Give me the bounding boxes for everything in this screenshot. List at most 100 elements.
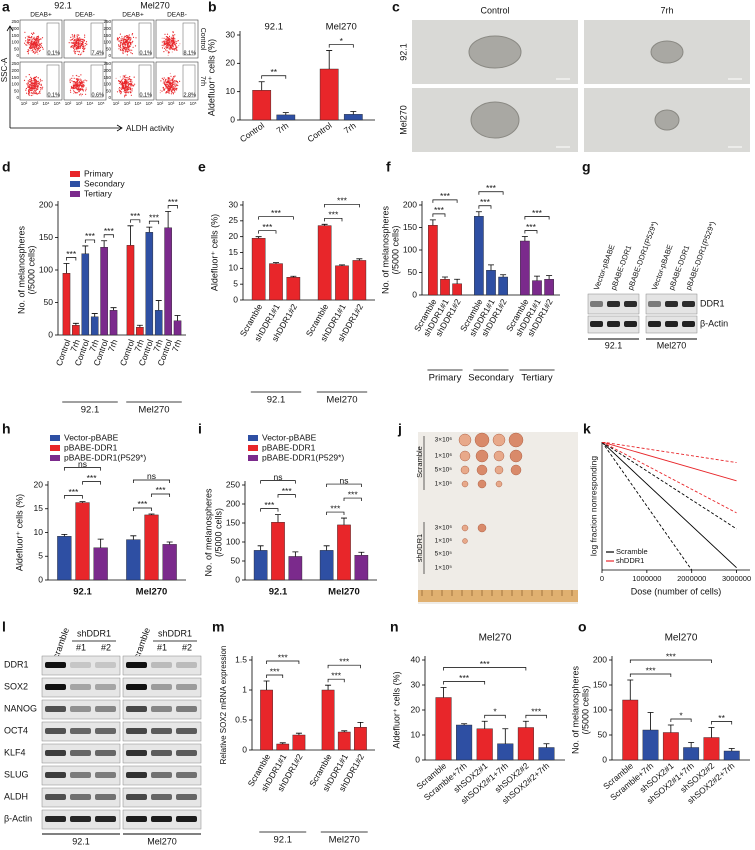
event-dot [76,39,78,41]
fit-line [602,442,737,482]
event-dot [129,44,131,46]
x-tick-label: Control [238,120,266,144]
error-bar [258,81,265,91]
event-dot [119,80,121,83]
event-dot [127,45,129,47]
event-dot [175,88,177,91]
event-dot [165,39,167,41]
event-dot [26,50,28,53]
panel-letter: e [198,159,206,175]
error-bar [82,245,89,254]
error-bar [341,517,347,525]
event-dot [81,52,83,54]
event-dot [73,43,75,45]
event-dot [175,83,177,85]
y-tick-label: 150 [403,222,417,232]
y-tick-label: 0 [48,329,53,339]
band [126,684,147,690]
x-tick-label: 10⁵ [98,101,105,106]
x-tick-label: 10⁵ [190,101,197,106]
event-dot [122,52,124,55]
event-dot [169,72,171,75]
event-dot [29,87,31,89]
event-dot [78,94,81,96]
event-dot [124,96,126,98]
event-dot [161,90,163,92]
bar [435,697,452,761]
significance: *** [532,208,543,218]
error-bar [475,211,482,217]
x-tick-label: 10² [65,101,72,106]
event-dot [163,43,165,45]
x-tick-label: 10² [21,101,28,106]
event-dot [38,92,40,94]
event-dot [165,38,167,40]
group-label: Mel270 [138,405,169,416]
tumor [461,480,469,488]
event-dot [172,82,174,84]
y-tick-label: 100 [103,40,111,45]
event-dot [80,44,82,46]
y-tick-label: 10 [411,729,421,739]
significance-bracket [670,718,692,722]
significance-bracket [82,481,102,485]
bar [288,556,303,581]
bar [337,731,351,751]
y-tick-label: 200 [226,498,240,508]
y-tick-label: 0 [16,95,19,100]
event-dot [82,38,84,40]
row-label: 92.1 [398,43,408,61]
event-dot [84,36,86,38]
event-dot [31,40,33,43]
significance: *** [68,487,79,497]
event-dot [124,90,126,92]
bar [286,277,301,301]
event-dot [37,83,40,85]
y-tick-label: 0 [235,574,240,584]
x-tick-label: Control [118,338,137,367]
event-dot [171,43,173,46]
event-dot [78,87,81,89]
y-axis-title: (/5000 cells) [213,508,223,557]
event-dot [120,88,122,90]
event-dot [69,81,71,84]
event-dot [171,43,174,45]
event-dot [81,93,83,95]
event-dot [75,34,77,36]
band [151,794,172,800]
panel-letter: o [578,619,587,635]
significance-bracket [260,508,279,512]
event-dot [165,80,167,82]
bar [144,514,159,581]
event-dot [125,49,127,51]
event-dot [34,51,36,53]
legend-swatch [248,435,258,441]
group-label: Mel270 [326,395,357,406]
band [95,706,116,712]
event-dot [129,82,131,84]
event-dot [29,37,31,39]
error-bar [543,743,550,748]
event-dot [77,79,79,81]
event-dot [80,95,82,97]
event-dot [174,40,176,42]
event-dot [81,86,83,88]
event-dot [123,48,125,50]
event-dot [170,93,172,95]
y-tick-label: 100 [226,536,240,546]
percentage: 8.1% [183,50,196,56]
event-dot [124,48,126,50]
event-dot [80,53,82,55]
x-tick-label: 3000000 [722,574,751,583]
event-dot [172,37,174,39]
event-dot [119,49,122,51]
event-dot [76,34,78,36]
event-dot [73,34,76,36]
bar [352,260,367,301]
error-bar [326,50,333,69]
event-dot [126,54,128,56]
bar [162,544,177,581]
bar [317,225,332,301]
group-label: 92.1 [267,395,286,406]
event-dot [33,46,35,48]
